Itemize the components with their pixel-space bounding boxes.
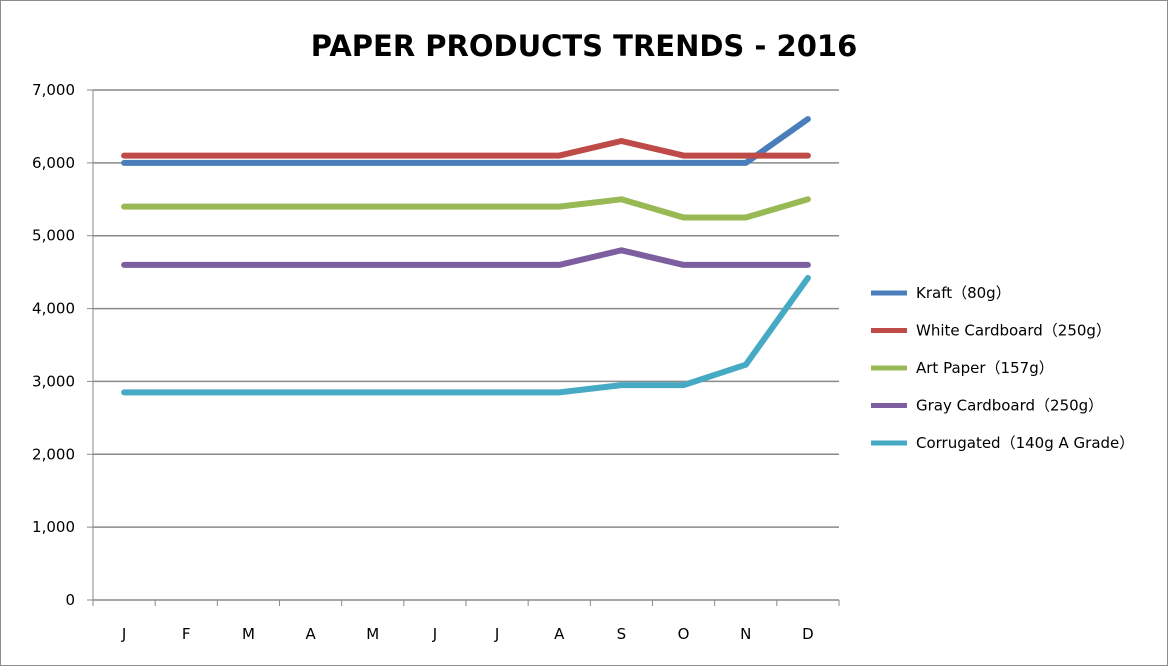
series-line-4 <box>121 275 811 396</box>
y-tick-label: 0 <box>65 591 75 609</box>
x-tick-label: O <box>678 625 690 643</box>
legend-label-3: Gray Cardboard（250g） <box>916 397 1103 415</box>
y-tick-label: 7,000 <box>32 81 75 99</box>
series-line-1 <box>121 138 811 159</box>
chart-title: PAPER PRODUCTS TRENDS - 2016 <box>311 29 858 63</box>
x-tick-label: M <box>366 625 379 643</box>
x-tick-label: A <box>305 625 316 643</box>
y-tick-label: 1,000 <box>32 518 75 536</box>
y-tick-label: 5,000 <box>32 227 75 245</box>
axes: 0 1,000 2,000 3,000 4,000 5,000 6,000 7,000 J F M A… <box>32 81 840 643</box>
x-tick-label: D <box>802 625 814 643</box>
legend-label-4: Corrugated（140g A Grade） <box>916 434 1134 452</box>
x-tick-label: M <box>242 625 255 643</box>
x-tick-label: J <box>432 625 437 643</box>
y-tick-label: 4,000 <box>32 300 75 318</box>
x-tick-label: S <box>617 625 627 643</box>
x-tick-label: F <box>182 625 191 643</box>
y-tick-label: 3,000 <box>32 372 75 390</box>
legend: Kraft（80g） White Cardboard（250g） Art Paper… <box>871 284 1134 452</box>
legend-label-2: Art Paper（157g） <box>916 359 1054 377</box>
x-tick-label: J <box>494 625 499 643</box>
y-tick-label: 6,000 <box>32 154 75 172</box>
legend-label-0: Kraft（80g） <box>916 284 1011 302</box>
series-lines <box>121 116 811 396</box>
x-tick-label: N <box>740 625 751 643</box>
x-tick-label: A <box>554 625 565 643</box>
series-line-0 <box>121 116 811 166</box>
series-line-2 <box>121 196 811 221</box>
legend-label-1: White Cardboard（250g） <box>916 322 1111 340</box>
y-tick-label: 2,000 <box>32 445 75 463</box>
x-tick-label: J <box>121 625 126 643</box>
series-line-3 <box>121 247 811 268</box>
